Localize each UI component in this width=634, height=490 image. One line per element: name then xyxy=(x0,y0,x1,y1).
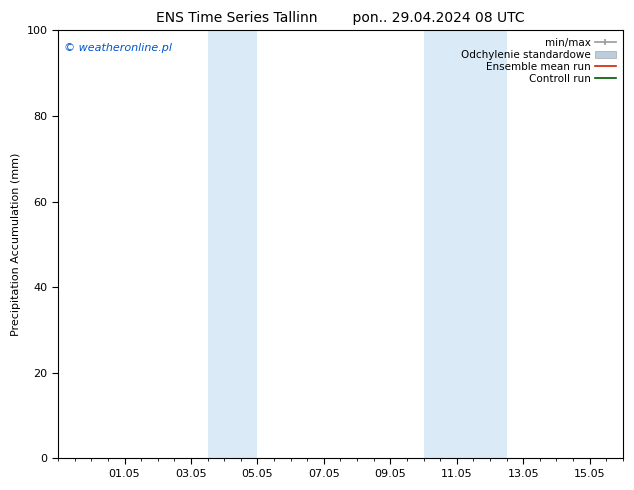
Bar xyxy=(456,30,507,459)
Bar xyxy=(207,30,257,459)
Title: ENS Time Series Tallinn        pon.. 29.04.2024 08 UTC: ENS Time Series Tallinn pon.. 29.04.2024… xyxy=(156,11,525,25)
Y-axis label: Precipitation Accumulation (mm): Precipitation Accumulation (mm) xyxy=(11,153,21,336)
Bar xyxy=(424,30,456,459)
Legend: min/max, Odchylenie standardowe, Ensemble mean run, Controll run: min/max, Odchylenie standardowe, Ensembl… xyxy=(459,36,618,86)
Text: © weatheronline.pl: © weatheronline.pl xyxy=(64,43,172,53)
